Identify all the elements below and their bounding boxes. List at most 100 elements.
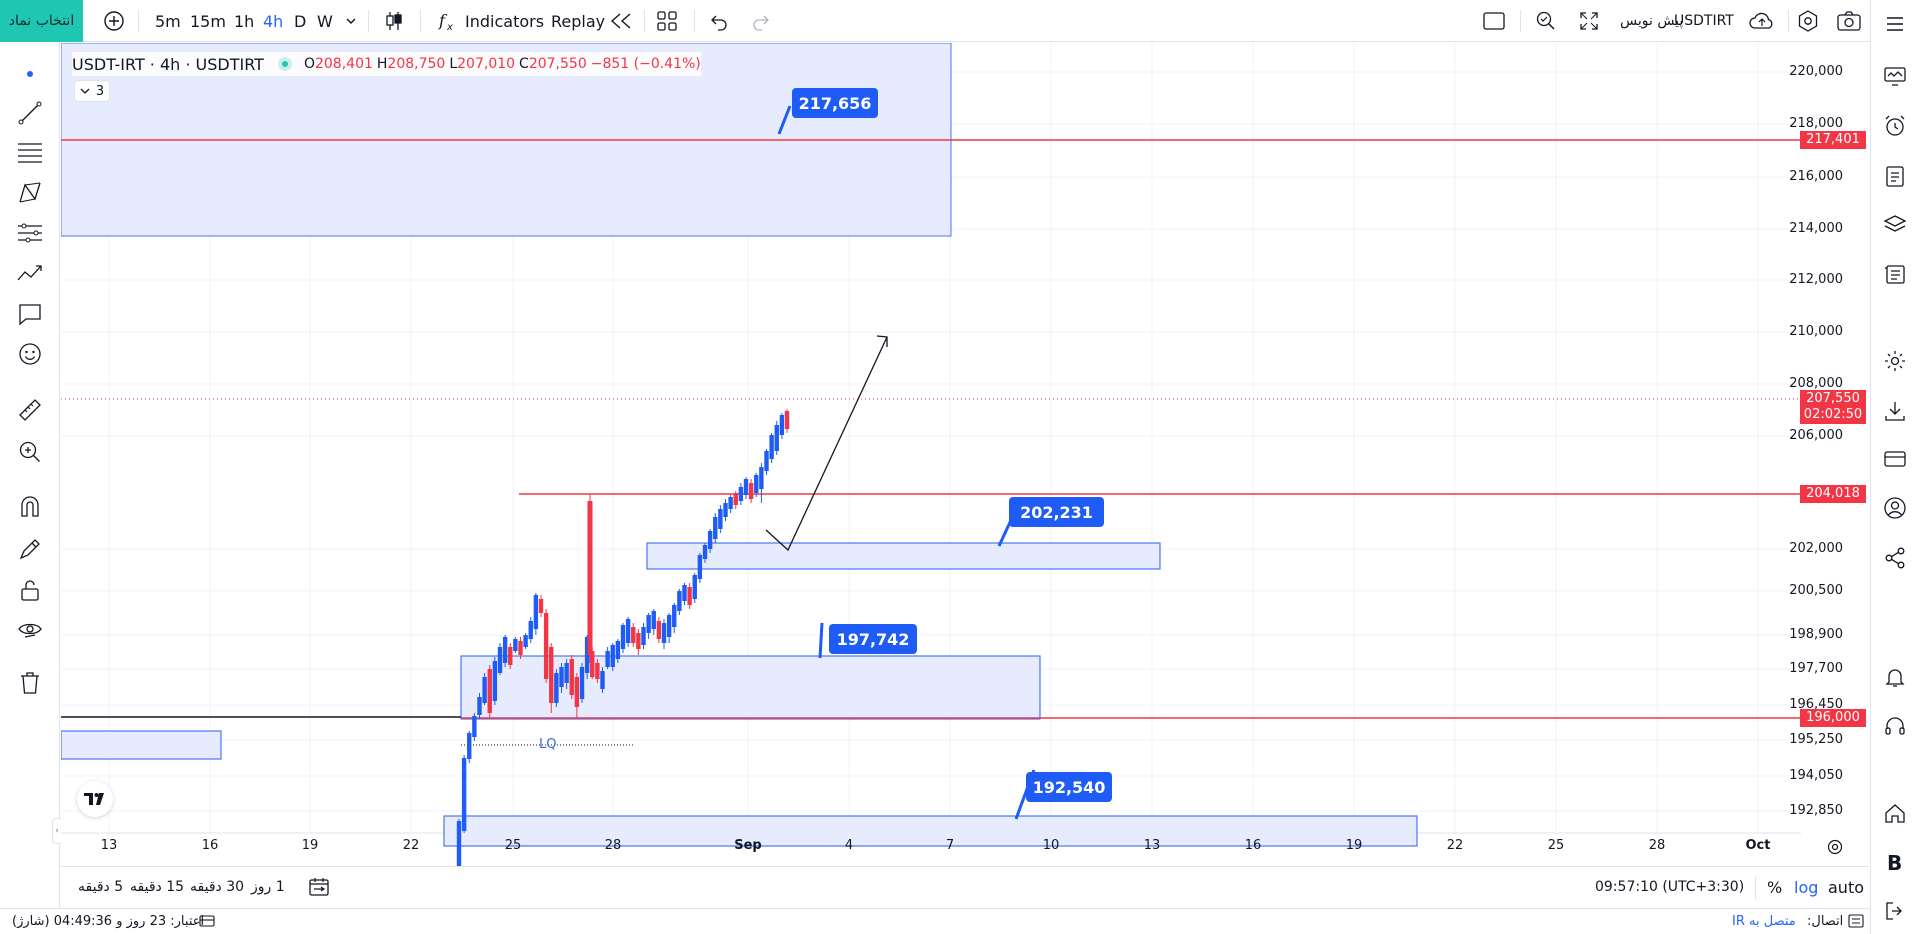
notes-icon[interactable]	[1879, 160, 1911, 192]
text-note-icon[interactable]	[14, 298, 46, 330]
calendar-range-icon[interactable]	[307, 876, 331, 902]
fib-retracement-icon[interactable]	[14, 137, 46, 169]
candle-body	[477, 697, 482, 715]
price-tick: 198,900	[1789, 627, 1843, 642]
svg-text:x: x	[446, 22, 453, 32]
menu-icon[interactable]	[1879, 8, 1911, 40]
svg-text:B: B	[1887, 851, 1902, 874]
candle-body	[487, 669, 492, 713]
zoom-in-icon[interactable]	[14, 436, 46, 468]
undo-icon[interactable]	[708, 8, 730, 34]
symbol-search-button[interactable]: انتخاب نماد	[0, 0, 83, 42]
logout-icon[interactable]	[1879, 895, 1911, 927]
demand-zone-202k[interactable]	[646, 542, 1161, 570]
stay-drawing-icon[interactable]	[14, 533, 46, 565]
interval-w[interactable]: W	[317, 11, 333, 31]
cursor-dot-icon[interactable]	[14, 58, 46, 90]
callout-217656[interactable]: 217,656	[792, 88, 878, 118]
percent-scale-toggle[interactable]: %	[1767, 878, 1783, 897]
forecast-icon[interactable]	[14, 257, 46, 289]
candle-body	[559, 667, 564, 687]
log-scale-toggle[interactable]: log	[1794, 878, 1819, 897]
indicators-button[interactable]: Indicators	[465, 11, 545, 31]
interval-d[interactable]: D	[294, 11, 307, 31]
lock-icon[interactable]	[14, 574, 46, 606]
axis-settings-icon[interactable]	[1826, 838, 1844, 860]
legend-title[interactable]: USDT-IRT · 4h · USDTIRT	[72, 54, 264, 74]
candle-body	[713, 517, 718, 539]
support-headset-icon[interactable]	[1879, 711, 1911, 743]
candles-icon[interactable]	[382, 8, 406, 34]
range-1d[interactable]: 1 روز	[251, 879, 285, 895]
indicators-collapse-button[interactable]: 3	[74, 80, 110, 102]
watchlist-icon[interactable]	[1879, 60, 1911, 92]
prediction-icon[interactable]	[14, 217, 46, 249]
range-5m[interactable]: 5 دقیقه	[78, 879, 124, 895]
layers-icon[interactable]	[1879, 208, 1911, 240]
status-bar: اعتبار: 23 روز و 04:49:36 (شارژ) متصل به…	[0, 908, 1870, 934]
price-badge-196000[interactable]: 196,000	[1800, 709, 1866, 727]
auto-scale-toggle[interactable]: auto	[1828, 878, 1865, 897]
projection-path[interactable]	[765, 336, 888, 552]
wallet-card-icon[interactable]	[1879, 443, 1911, 475]
list-menu-icon[interactable]	[1848, 914, 1864, 932]
replay-icon[interactable]	[608, 8, 634, 34]
interval-15m[interactable]: 15m	[190, 11, 226, 31]
notification-bell-icon[interactable]	[1879, 661, 1911, 693]
pattern-icon[interactable]	[14, 177, 46, 209]
range-15m[interactable]: 15 دقیقه	[130, 879, 185, 895]
replay-button[interactable]: Replay	[551, 11, 606, 31]
range-30m[interactable]: 30 دقیقه	[190, 879, 245, 895]
alarm-clock-icon[interactable]	[1879, 110, 1911, 142]
price-tick: 218,000	[1789, 116, 1843, 131]
time-tick: 13	[100, 838, 118, 853]
candlestick-series	[456, 409, 790, 866]
candle-body	[646, 615, 651, 633]
camera-icon[interactable]	[1836, 8, 1862, 34]
chevron-down-icon[interactable]	[344, 8, 358, 34]
settings-hex-icon[interactable]	[1796, 8, 1820, 34]
ruler-icon[interactable]	[14, 394, 46, 426]
expand-icon[interactable]	[1578, 8, 1600, 34]
callout-192540[interactable]: 192,540	[1026, 772, 1112, 802]
chart-pane[interactable]: LQ	[61, 43, 1801, 866]
collapse-toolbar-handle[interactable]: ‹	[52, 818, 61, 844]
trash-icon[interactable]	[14, 667, 46, 699]
trend-line-icon[interactable]	[14, 97, 46, 129]
price-badge-204018[interactable]: 204,018	[1800, 485, 1866, 503]
demand-zone-bottom[interactable]	[443, 815, 1418, 847]
callout-197742[interactable]: 197,742	[829, 624, 917, 654]
chart-clock[interactable]: 09:57:10 (UTC+3:30)	[1595, 879, 1745, 895]
tradingview-logo-icon[interactable]	[77, 781, 113, 817]
news-icon[interactable]	[1879, 258, 1911, 290]
home-icon[interactable]	[1879, 797, 1911, 829]
layouts-icon[interactable]	[656, 8, 678, 34]
magnet-icon[interactable]	[14, 491, 46, 523]
interval-1h[interactable]: 1h	[234, 11, 255, 31]
download-icon[interactable]	[1879, 395, 1911, 427]
redo-icon[interactable]	[750, 8, 772, 34]
price-badge-217401[interactable]: 217,401	[1800, 131, 1866, 149]
emoji-icon[interactable]	[14, 338, 46, 370]
hide-drawings-icon[interactable]	[14, 614, 46, 646]
quick-search-icon[interactable]	[1534, 8, 1558, 34]
cloud-save-icon[interactable]	[1748, 8, 1776, 34]
add-symbol-icon[interactable]	[102, 8, 126, 34]
interval-5m[interactable]: 5m	[155, 11, 181, 31]
settings-gear-icon[interactable]	[1879, 345, 1911, 377]
time-tick: 13	[1143, 838, 1161, 853]
connection-label: اتصال:	[1807, 914, 1844, 929]
profile-icon[interactable]	[1879, 492, 1911, 524]
candle-body	[518, 641, 523, 655]
brand-b-icon[interactable]: B	[1879, 846, 1911, 878]
demand-zone-left[interactable]	[61, 730, 222, 760]
market-status-icon[interactable]	[277, 57, 292, 71]
share-icon[interactable]	[1879, 542, 1911, 574]
last-price-badge[interactable]: 207,550 02:02:50	[1800, 390, 1866, 424]
symbol-name[interactable]: USDTIRT	[1674, 13, 1734, 29]
candle-body	[472, 716, 477, 737]
fullscreen-rect-icon[interactable]	[1482, 8, 1506, 34]
callout-202231[interactable]: 202,231	[1009, 497, 1104, 527]
interval-4h[interactable]: 4h	[263, 11, 284, 31]
